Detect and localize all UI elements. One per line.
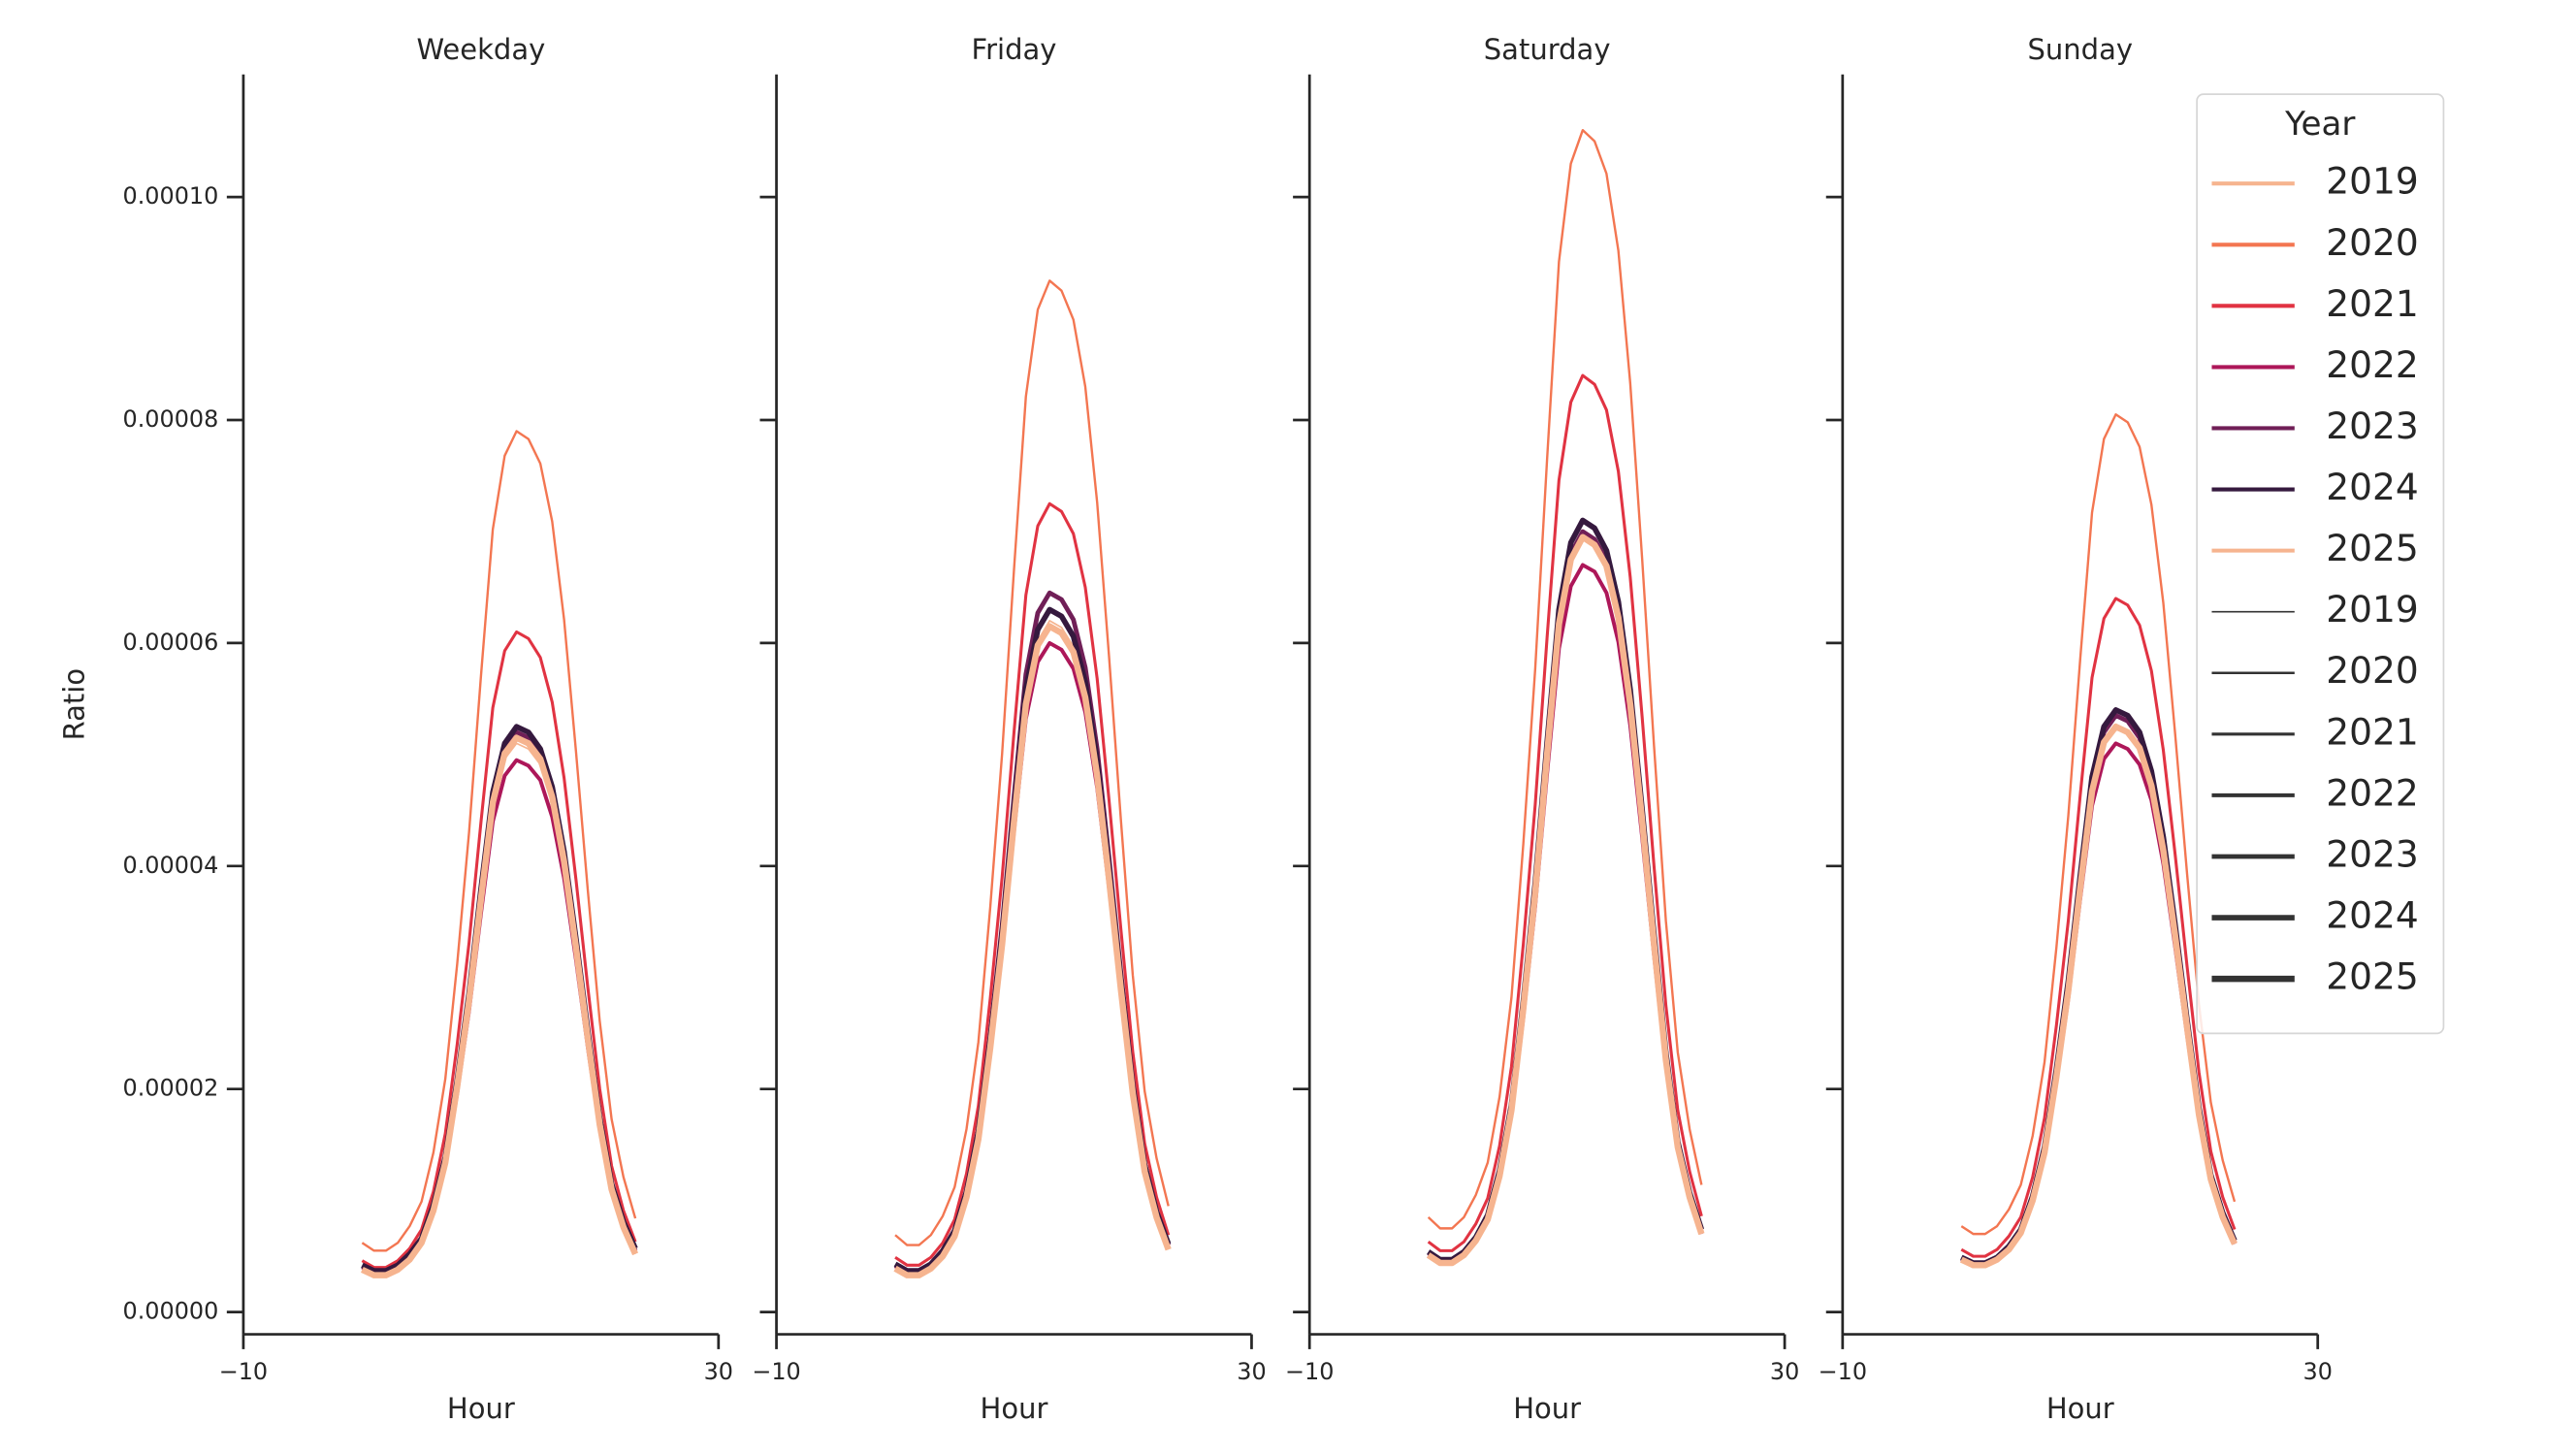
series-line: [1960, 597, 2237, 1258]
x-tick-label: 30: [1770, 1358, 1799, 1385]
series-line: [893, 623, 1172, 1278]
y-tick-label: 0.00010: [123, 182, 219, 210]
legend-size-label: 2020: [2326, 649, 2419, 692]
y-tick-label: 0.00006: [123, 629, 219, 656]
x-tick-label: 30: [704, 1358, 733, 1385]
legend-label: 2020: [2326, 221, 2419, 264]
panel-title: Weekday: [416, 33, 545, 66]
legend-label: 2021: [2326, 282, 2419, 325]
legend-size-label: 2019: [2326, 588, 2419, 630]
series-line: [894, 501, 1171, 1267]
series-line: [361, 430, 637, 1252]
legend-size-label: 2021: [2326, 710, 2419, 753]
series-line: [1427, 563, 1704, 1264]
legend-box: [2196, 93, 2445, 1035]
x-tick-label: 30: [1237, 1358, 1266, 1385]
series-line: [1428, 535, 1703, 1263]
series-line: [361, 758, 637, 1276]
series-line: [1426, 534, 1705, 1267]
legend-label: 2023: [2326, 404, 2419, 447]
series-line: [1960, 713, 2238, 1267]
series-line: [894, 279, 1170, 1246]
x-tick-label: −10: [1285, 1358, 1334, 1385]
series-line: [1427, 373, 1703, 1252]
x-tick-label: 30: [2303, 1358, 2333, 1385]
series-line: [894, 620, 1170, 1277]
x-tick-label: −10: [219, 1358, 268, 1385]
series-line: [1960, 741, 2237, 1268]
y-tick-label: 0.00004: [123, 852, 219, 879]
x-tick-label: −10: [1819, 1358, 1867, 1385]
series-line: [361, 734, 639, 1278]
series-line: [362, 742, 636, 1277]
x-axis-label: Hour: [2046, 1392, 2114, 1425]
legend-label: 2024: [2326, 466, 2419, 508]
y-tick-label: 0.00000: [123, 1298, 219, 1325]
series-line: [894, 640, 1171, 1276]
series-line: [1960, 726, 2236, 1267]
x-axis-label: Hour: [1513, 1392, 1581, 1425]
panel-title: Friday: [972, 33, 1057, 66]
series-line: [1427, 128, 1703, 1230]
series-line: [361, 630, 637, 1270]
legend-size-label: 2023: [2326, 832, 2419, 875]
series-line: [1959, 723, 2238, 1269]
series-line: [1427, 517, 1705, 1263]
x-tick-label: −10: [752, 1358, 800, 1385]
y-axis-label: Ratio: [58, 668, 91, 740]
series-line: [893, 606, 1172, 1274]
x-axis-label: Hour: [447, 1392, 515, 1425]
series-line: [361, 724, 638, 1274]
y-tick-label: 0.00002: [123, 1075, 219, 1102]
legend-title: Year: [2284, 105, 2356, 144]
panel-title: Saturday: [1484, 33, 1611, 66]
legend-label: 2025: [2326, 527, 2419, 569]
x-axis-label: Hour: [981, 1392, 1048, 1425]
panel-title: Sunday: [2028, 33, 2134, 66]
series-line: [1427, 529, 1704, 1264]
legend-size-label: 2022: [2326, 771, 2419, 814]
legend-label: 2019: [2326, 160, 2419, 203]
series-line: [361, 729, 638, 1275]
series-line: [1960, 413, 2237, 1236]
legend-size-label: 2025: [2326, 955, 2419, 998]
series-line: [1960, 707, 2238, 1266]
legend-size-label: 2024: [2326, 894, 2419, 937]
y-tick-label: 0.00008: [123, 405, 219, 433]
legend-label: 2022: [2326, 343, 2419, 386]
